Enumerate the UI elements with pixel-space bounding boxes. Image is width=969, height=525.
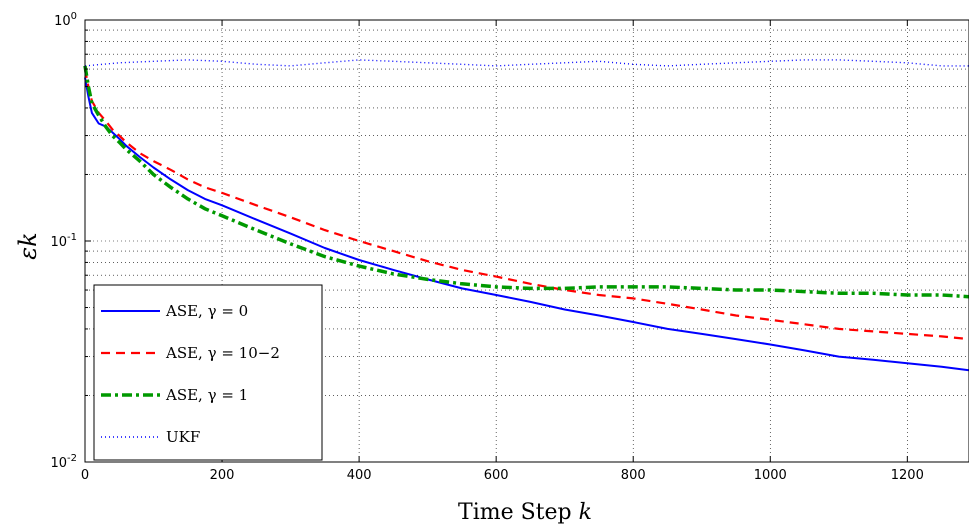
axis-ticks: 0 200 400 600 800 1000 1200 100 10-1 10-2 (50, 11, 923, 483)
legend-label: ASE, γ = 0 (165, 302, 248, 320)
y-tick-label: 100 (54, 11, 77, 29)
series-line-1 (84, 77, 969, 372)
x-tick-label: 400 (347, 468, 372, 483)
x-axis-label: Time Step k (458, 500, 592, 525)
series-line-2 (83, 68, 969, 341)
grid-lines (85, 20, 969, 462)
y-tick-label: 10-2 (50, 453, 77, 471)
legend: ASE, γ = 0 ASE, γ = 10−2 ASE, γ = 1 UKF (93, 284, 323, 461)
y-axis-label: εk (14, 232, 42, 259)
y-tick-label: 10-1 (50, 232, 77, 250)
legend-label: ASE, γ = 10−2 (165, 344, 280, 362)
x-tick-label: 600 (484, 468, 509, 483)
series-lines (83, 59, 969, 372)
x-tick-label: 800 (621, 468, 646, 483)
x-tick-label: 1000 (754, 468, 787, 483)
series-line-3 (83, 65, 969, 299)
legend-label: UKF (166, 428, 200, 446)
legend-label: ASE, γ = 1 (165, 386, 248, 404)
x-tick-label: 0 (81, 468, 89, 483)
series-line-4 (84, 59, 969, 67)
legend-box (93, 284, 323, 461)
x-tick-label: 200 (210, 468, 235, 483)
x-tick-label: 1200 (891, 468, 924, 483)
